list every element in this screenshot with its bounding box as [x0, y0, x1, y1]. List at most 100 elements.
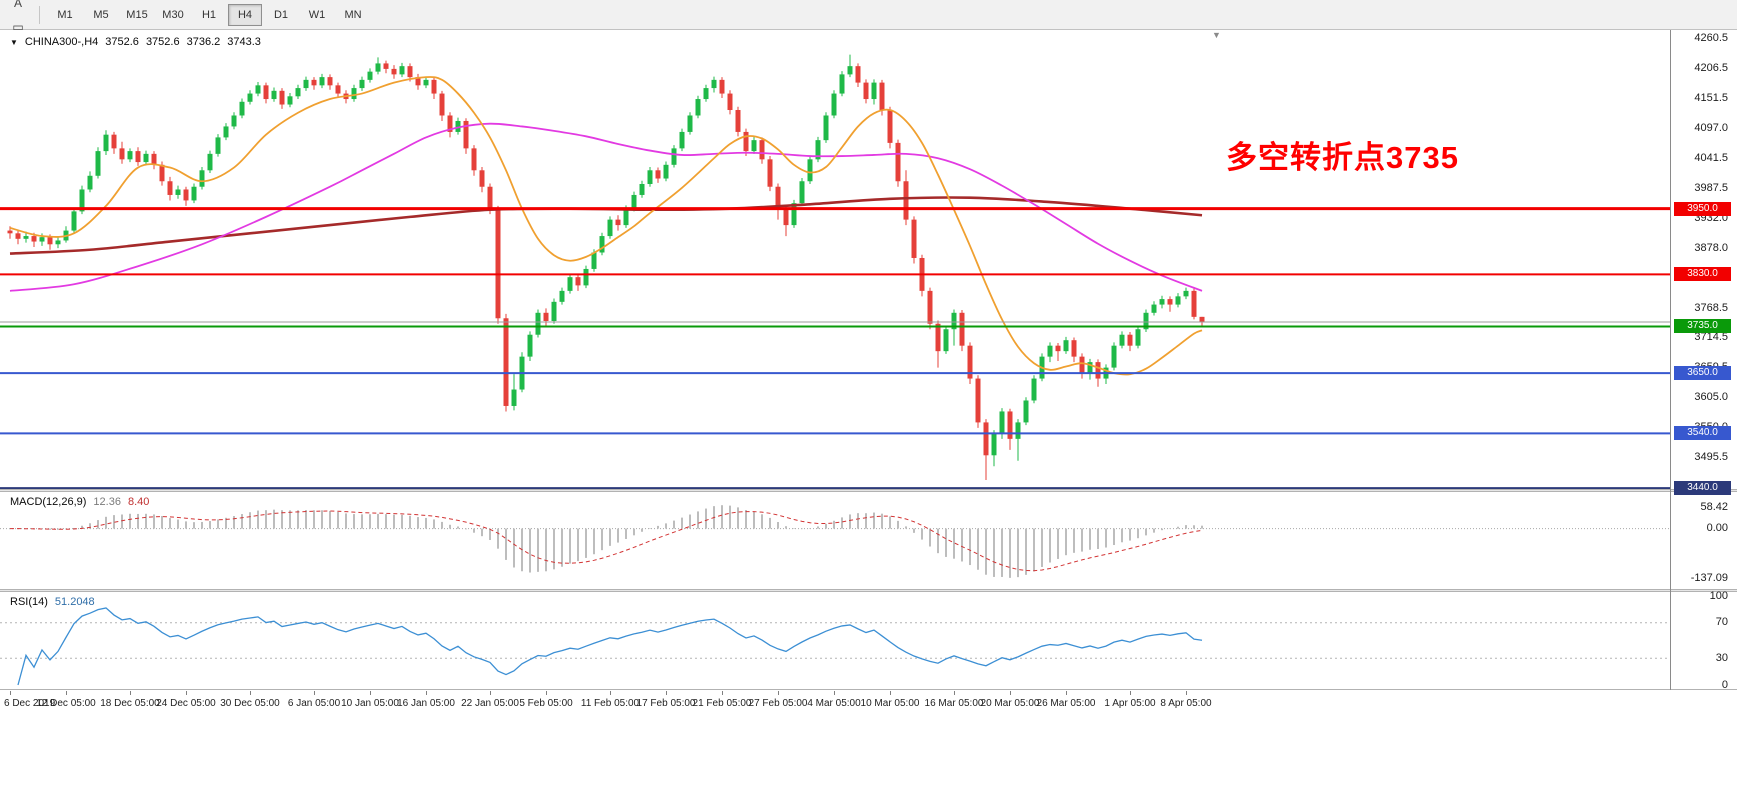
- chart-shift-marker-icon[interactable]: ▼: [1212, 30, 1221, 40]
- price-line-badge: 3735.0: [1674, 319, 1731, 334]
- macd-axis-label: 58.42: [1700, 500, 1728, 513]
- time-label: 10 Jan 05:00: [341, 698, 399, 709]
- rsi-axis-label: 100: [1709, 589, 1728, 602]
- rsi-title: RSI(14) 51.2048: [10, 596, 95, 608]
- time-tick: [130, 691, 131, 695]
- rsi-axis-label: 70: [1715, 616, 1728, 629]
- tf-button-h4[interactable]: H4: [228, 3, 262, 26]
- rsi-value: 51.2048: [54, 596, 95, 608]
- chart-bottom-border: [0, 689, 1737, 690]
- macd-label: MACD(12,26,9): [10, 496, 87, 508]
- time-label: 5 Feb 05:00: [519, 698, 573, 709]
- pane-splitter-macd[interactable]: [0, 489, 1737, 492]
- price-tick-label: 3768.5: [1694, 301, 1728, 314]
- rsi-axis-label: 30: [1715, 651, 1728, 664]
- time-label: 8 Apr 05:00: [1160, 698, 1212, 709]
- price-line-badge: 3830.0: [1674, 267, 1731, 282]
- time-label: 1 Apr 05:00: [1104, 698, 1156, 709]
- time-label: 16 Jan 05:00: [397, 698, 455, 709]
- time-tick: [370, 691, 371, 695]
- timeframe-toolbar: M1 M5 M15 M30 H1 H4 D1 W1 MN: [47, 3, 371, 26]
- time-label: 21 Feb 05:00: [692, 698, 752, 709]
- macd-axis-label: 0.00: [1706, 522, 1728, 535]
- time-axis[interactable]: 6 Dec 2019 12 Dec 05:00 18 Dec 05:00 24 Dec…: [0, 691, 1670, 713]
- time-tick: [426, 691, 427, 695]
- price-line-badge: 3540.0: [1674, 426, 1731, 441]
- time-label: 18 Dec 05:00: [100, 698, 160, 709]
- macd-signal-value: 8.40: [127, 496, 150, 508]
- rsi-line: [17, 607, 1203, 686]
- toolbar-separator: [39, 5, 40, 24]
- tf-button-m30[interactable]: M30: [162, 8, 184, 21]
- time-tick: [778, 691, 779, 695]
- tf-button-d1[interactable]: D1: [273, 8, 289, 21]
- time-label: 26 Mar 05:00: [1036, 698, 1096, 709]
- time-label: 22 Jan 05:00: [461, 698, 519, 709]
- price-tick-label: 4097.0: [1694, 121, 1728, 134]
- rsi-label: RSI(14): [10, 596, 48, 608]
- time-tick: [954, 691, 955, 695]
- price-tick-label: 4206.5: [1694, 61, 1728, 74]
- macd-main-value: 12.36: [93, 496, 121, 508]
- chart-annotation: 多空转折点3735: [1226, 140, 1459, 175]
- chart-symbol-period: CHINA300-,H4: [24, 36, 99, 48]
- macd-pane-canvas[interactable]: [0, 492, 1670, 589]
- time-tick: [722, 691, 723, 695]
- time-label: 12 Dec 05:00: [36, 698, 96, 709]
- time-tick: [666, 691, 667, 695]
- macd-signal-line: [9, 510, 1203, 572]
- time-tick: [1130, 691, 1131, 695]
- tf-button-mn[interactable]: MN: [344, 8, 362, 21]
- macd-histogram-layer: [9, 505, 1203, 578]
- price-tick-label: 4151.5: [1694, 91, 1728, 104]
- time-tick: [1186, 691, 1187, 695]
- time-tick: [66, 691, 67, 695]
- time-tick: [1010, 691, 1011, 695]
- tf-button-m5[interactable]: M5: [93, 8, 109, 21]
- time-label: 30 Dec 05:00: [220, 698, 280, 709]
- main-chart-canvas[interactable]: [0, 33, 1670, 489]
- ma-fast-line: [9, 76, 1203, 376]
- macd-axis-label: -137.09: [1690, 572, 1728, 585]
- window-frame-icon[interactable]: ▭: [12, 19, 24, 34]
- price-tick-label: 3987.5: [1694, 181, 1728, 194]
- time-tick: [610, 691, 611, 695]
- time-label: 17 Feb 05:00: [636, 698, 696, 709]
- time-tick: [1066, 691, 1067, 695]
- time-tick: [10, 691, 11, 695]
- price-tick-label: 3495.5: [1694, 451, 1728, 464]
- time-tick: [834, 691, 835, 695]
- chart-high-value: 3752.6: [145, 36, 180, 48]
- time-label: 10 Mar 05:00: [860, 698, 920, 709]
- time-label: 20 Mar 05:00: [980, 698, 1040, 709]
- time-tick: [546, 691, 547, 695]
- pane-splitter-rsi[interactable]: [0, 589, 1737, 592]
- price-tick-label: 3714.5: [1694, 331, 1728, 344]
- chart-window[interactable]: 4260.5 4206.5 4151.5 4097.0 4041.5 3987.5 3932…: [0, 30, 1737, 792]
- price-tick-label: 4041.5: [1694, 152, 1728, 164]
- time-tick: [890, 691, 891, 695]
- time-label: 11 Feb 05:00: [580, 698, 640, 709]
- tf-button-h1[interactable]: H1: [201, 8, 217, 21]
- rsi-pane-canvas[interactable]: [0, 592, 1670, 689]
- time-label: 6 Jan 05:00: [287, 698, 341, 709]
- price-axis[interactable]: 4260.5 4206.5 4151.5 4097.0 4041.5 3987.5 3932…: [1670, 30, 1737, 691]
- time-label: 27 Feb 05:00: [748, 698, 808, 709]
- time-tick: [250, 691, 251, 695]
- tf-button-m1[interactable]: M1: [57, 8, 73, 21]
- rsi-axis-label: 0: [1721, 678, 1728, 691]
- ma-mid-line: [9, 122, 1203, 292]
- candles-layer: [7, 54, 1205, 480]
- time-label: 4 Mar 05:00: [807, 698, 861, 709]
- tf-button-w1[interactable]: W1: [308, 8, 326, 21]
- price-line-badge: 3950.0: [1674, 201, 1731, 216]
- chart-low-value: 3736.2: [186, 36, 221, 48]
- chart-collapse-arrow-icon[interactable]: ▼: [10, 38, 18, 47]
- cursor-a-icon[interactable]: A: [13, 0, 22, 10]
- price-line-badge: 3440.0: [1674, 481, 1731, 496]
- macd-title: MACD(12,26,9) 12.36 8.40: [10, 496, 149, 508]
- time-tick: [186, 691, 187, 695]
- tf-button-m15[interactable]: M15: [126, 8, 148, 21]
